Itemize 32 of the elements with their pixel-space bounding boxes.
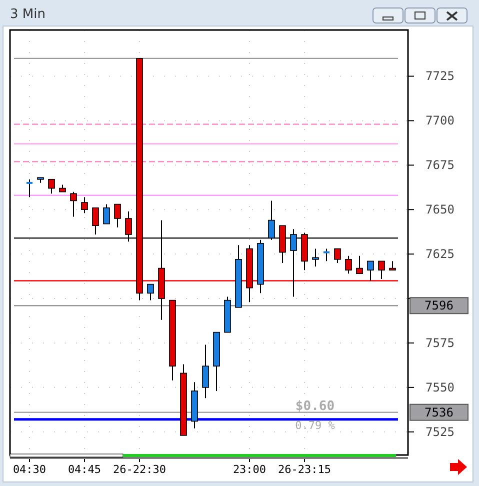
- annotation: $0.60: [295, 399, 335, 414]
- candlestick: [81, 196, 88, 214]
- candlestick: [356, 255, 363, 274]
- y-tick-label: 7575: [426, 336, 454, 350]
- candlestick: [103, 204, 110, 224]
- y-tick-label: 7700: [426, 114, 454, 128]
- ref-line-label: 7536: [424, 405, 454, 420]
- candlestick: [312, 248, 319, 268]
- candlestick: [367, 260, 374, 282]
- x-tick-label: 26-22:30: [113, 463, 166, 476]
- x-tick-label: 23:00: [232, 463, 266, 476]
- y-tick-label: 7725: [426, 69, 454, 84]
- y-tick-label: 7550: [426, 380, 454, 394]
- x-tick-label: 04:45: [68, 463, 102, 476]
- x-tick-label: 04:30: [12, 463, 46, 476]
- y-tick-label: 7525: [426, 424, 454, 439]
- candlestick: [114, 204, 121, 228]
- x-tick-label: 26-23:15: [278, 463, 331, 476]
- y-tick-label: 7675: [426, 158, 454, 172]
- candlestick: [48, 178, 55, 194]
- candlestick: [202, 344, 209, 399]
- ref-line-label: 7596: [424, 298, 454, 313]
- candlestick: [378, 260, 385, 280]
- candlestick: [92, 207, 99, 235]
- candlestick: [147, 284, 154, 301]
- candlestick: [345, 255, 352, 274]
- candlestick: [70, 191, 77, 218]
- annotation: 0.79 %: [295, 419, 336, 432]
- y-tick-label: 7625: [426, 247, 454, 262]
- candlestick: [334, 248, 341, 264]
- chart-title: 3 Min: [10, 7, 46, 22]
- y-tick-label: 7650: [426, 202, 454, 217]
